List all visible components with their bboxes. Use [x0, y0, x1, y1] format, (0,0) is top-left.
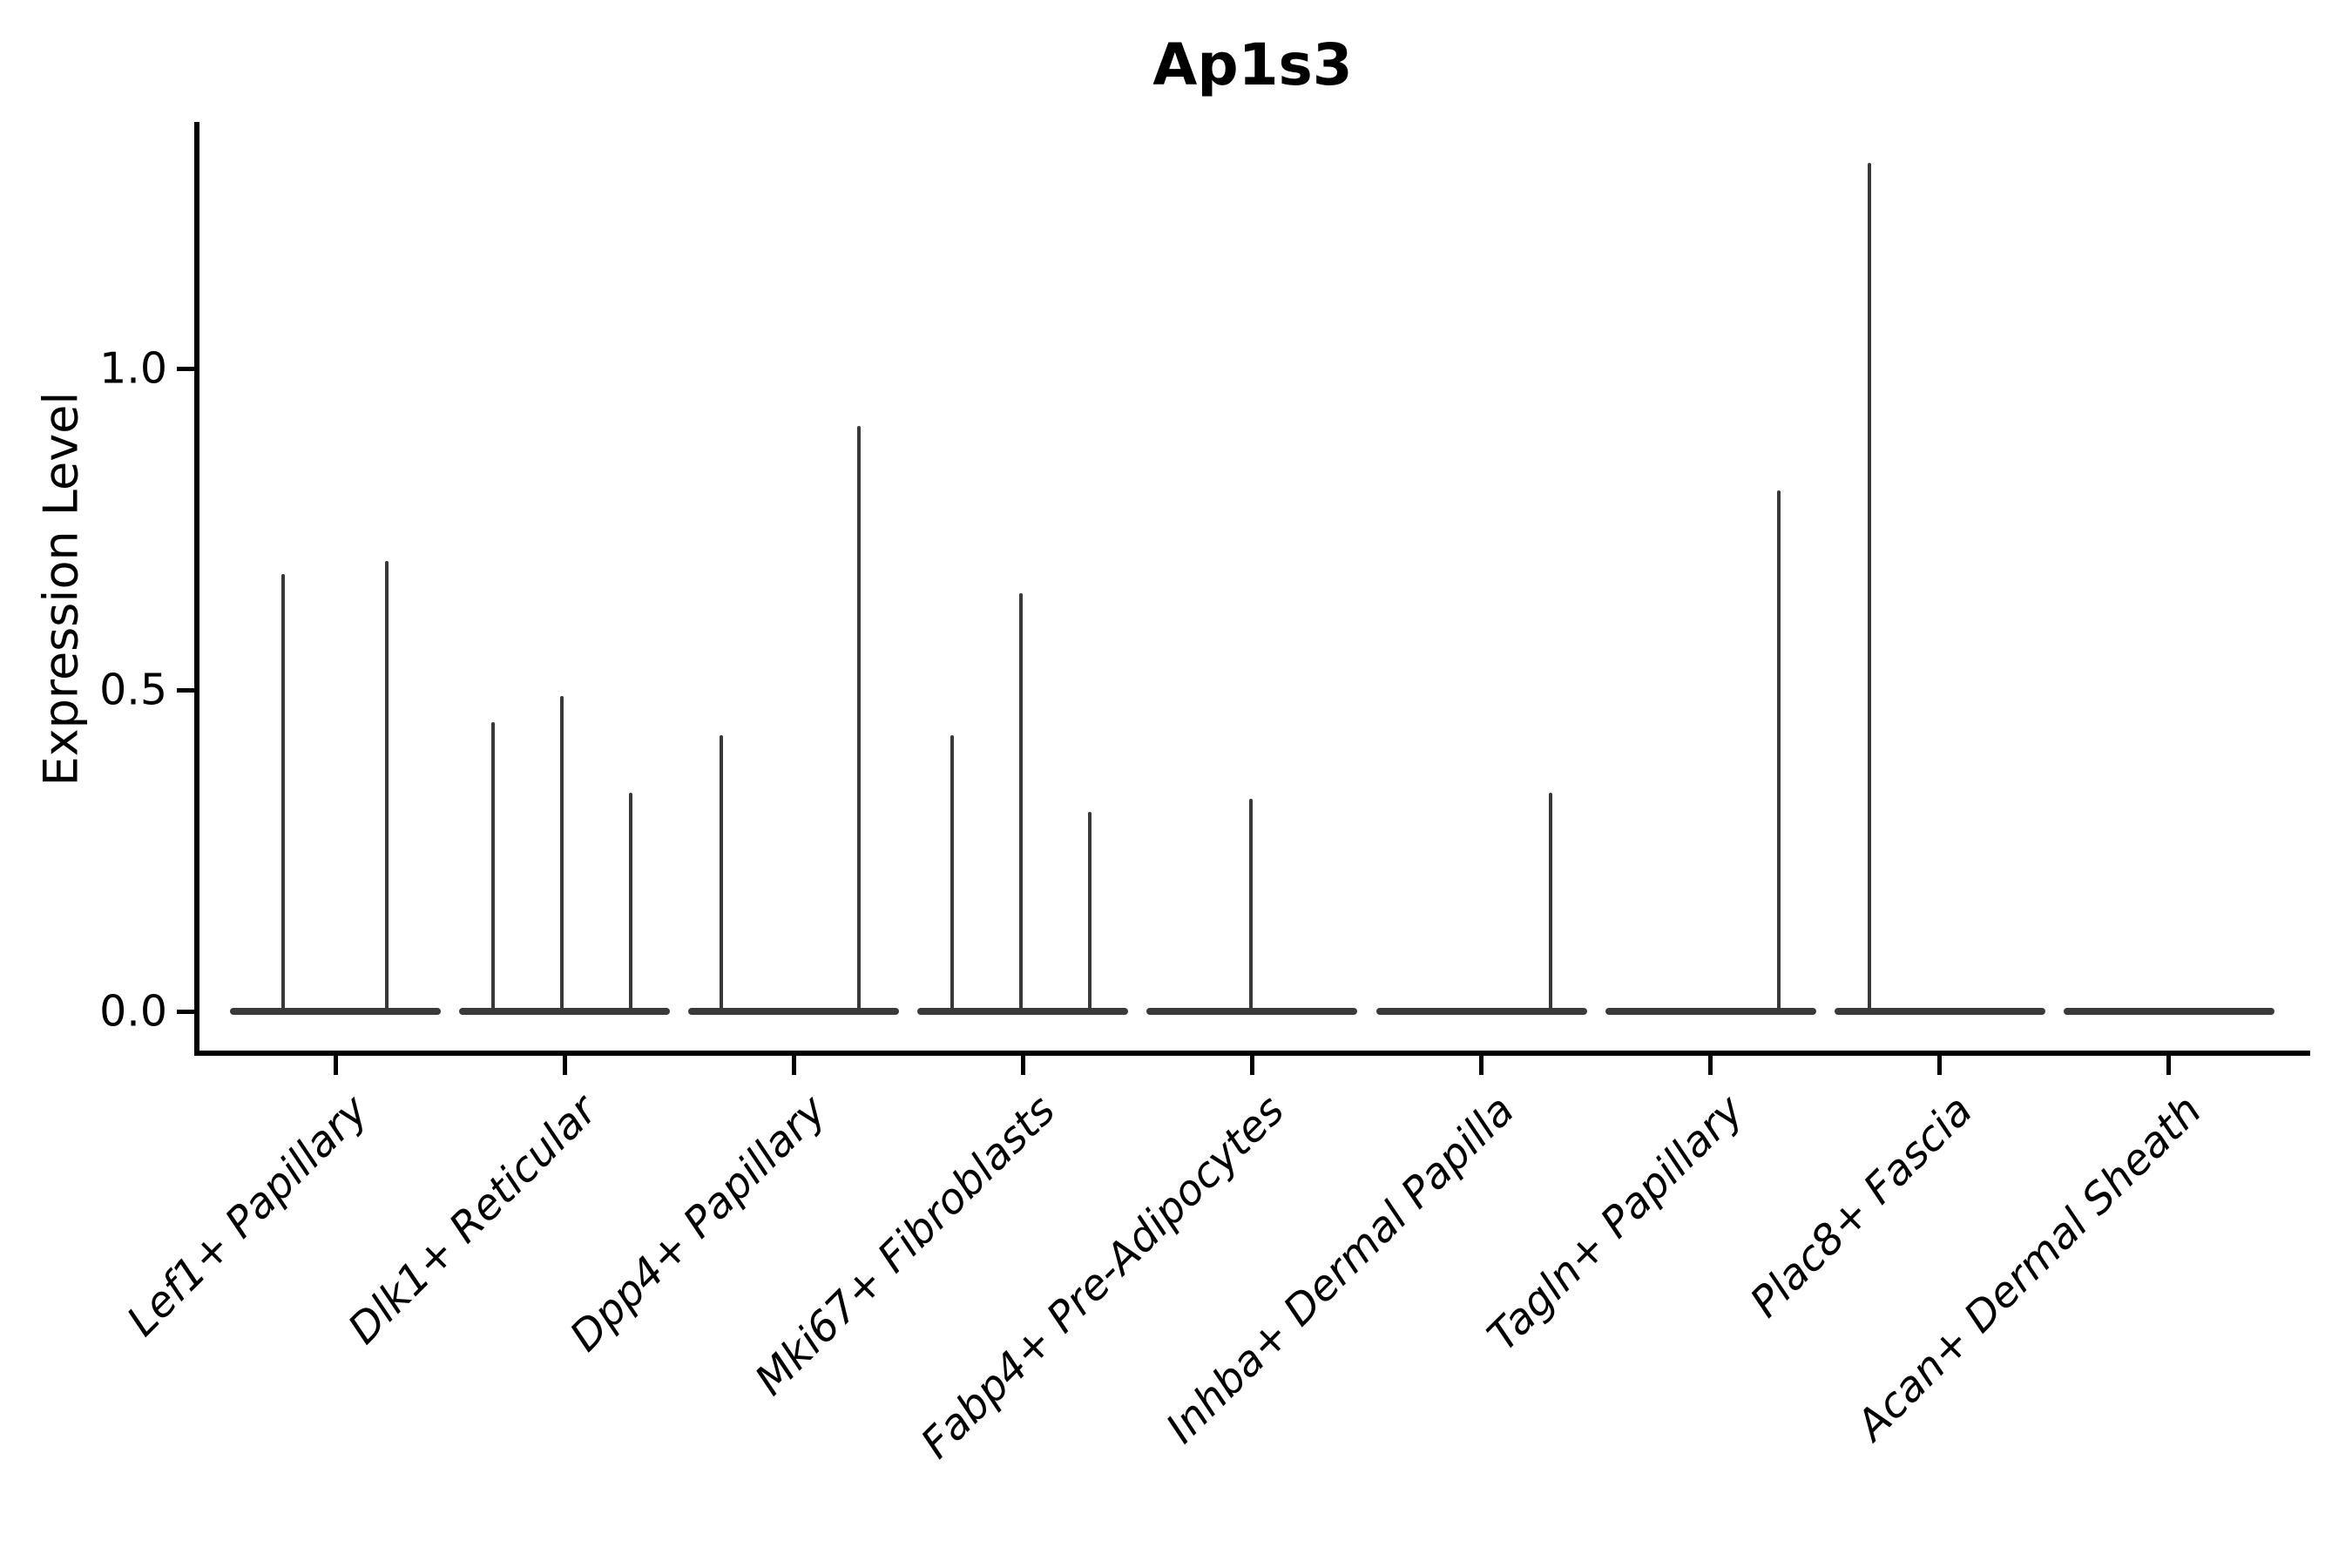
x-tick-label: Dlk1+ Reticular — [339, 1085, 607, 1354]
y-tick-label: 0.5 — [99, 665, 167, 715]
x-tick-label: Acan+ Dermal Sheath — [1847, 1085, 2211, 1450]
violin-spike — [385, 561, 389, 1011]
violin-body — [1146, 1008, 1358, 1015]
y-axis-label-text: Expression Level — [33, 391, 89, 787]
x-tick-label: Mki67+ Fibroblasts — [746, 1085, 1065, 1405]
x-axis-spine — [194, 1051, 2310, 1056]
y-tick-label: 1.0 — [99, 343, 167, 394]
chart-title: Ap1s3 — [1152, 31, 1353, 98]
x-tick-label: Dpp4+ Papillary — [560, 1085, 836, 1362]
x-tick — [1479, 1054, 1484, 1075]
x-tick-label: Tagln+ Papillary — [1477, 1085, 1753, 1361]
x-tick — [1020, 1054, 1025, 1075]
violin-body — [1605, 1008, 1816, 1015]
violin-body — [917, 1008, 1129, 1015]
violin-spike — [1867, 162, 1871, 1011]
x-tick-label: Lef1+ Papillary — [118, 1085, 378, 1346]
violin-spike — [1776, 490, 1781, 1011]
violin-body — [230, 1008, 441, 1015]
violin-spike — [1088, 812, 1092, 1011]
x-tick — [2166, 1054, 2172, 1075]
violin-spike — [491, 721, 496, 1011]
violin-spike — [629, 793, 633, 1011]
violin-body — [459, 1008, 671, 1015]
x-tick-label: Inhba+ Dermal Papilla — [1156, 1085, 1524, 1453]
violin-spike — [281, 574, 285, 1011]
y-tick — [177, 687, 195, 693]
x-tick — [333, 1054, 338, 1075]
violin-body — [1834, 1008, 2045, 1015]
x-tick — [1249, 1054, 1254, 1075]
violin-body — [2063, 1008, 2274, 1015]
violin-body — [688, 1008, 900, 1015]
violin-spike — [1249, 799, 1254, 1011]
x-tick-label: Plac8+ Fascia — [1740, 1085, 1982, 1328]
violin-spike — [560, 696, 564, 1011]
y-tick-label: 0.0 — [99, 986, 167, 1037]
x-tick — [562, 1054, 567, 1075]
violin-spike — [950, 734, 955, 1011]
violin-spike — [857, 426, 862, 1011]
violin-spike — [720, 734, 724, 1011]
violin-spike — [1548, 793, 1552, 1011]
y-tick — [177, 366, 195, 371]
x-tick-label: Fabp4+ Pre-Adipocytes — [912, 1085, 1294, 1469]
x-tick — [1937, 1054, 1943, 1075]
x-tick — [791, 1054, 796, 1075]
violin-body — [1375, 1008, 1587, 1015]
x-tick — [1708, 1054, 1713, 1075]
violin-spike — [1019, 593, 1024, 1011]
y-axis-spine — [194, 122, 199, 1056]
y-tick — [177, 1009, 195, 1014]
